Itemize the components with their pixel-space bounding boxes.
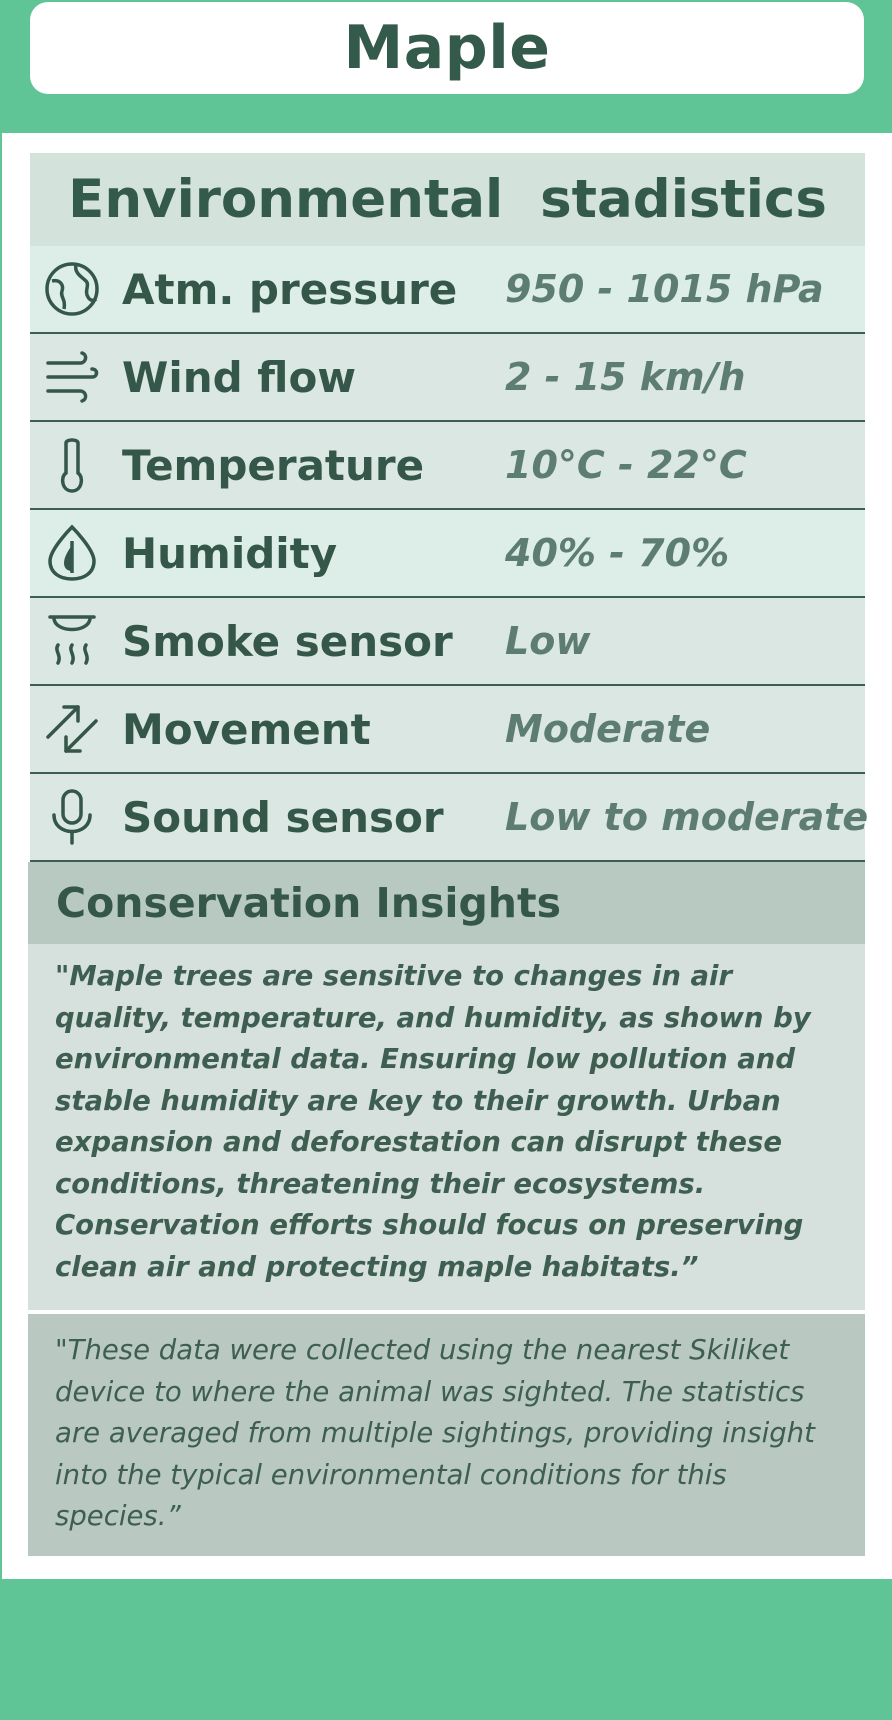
data-source-note: "These data were collected using the nea… xyxy=(28,1314,865,1556)
stat-label: Atm. pressure xyxy=(122,264,458,314)
stat-label: Sound sensor xyxy=(122,792,444,842)
droplet-icon xyxy=(36,517,108,589)
globe-icon xyxy=(36,253,108,325)
movement-arrows-icon xyxy=(36,693,108,765)
stat-row-smoke: Smoke sensor Low xyxy=(30,598,865,686)
left-edge xyxy=(0,133,2,1579)
stat-label: Wind flow xyxy=(122,352,357,402)
stat-label: Humidity xyxy=(122,528,338,578)
smoke-sensor-icon xyxy=(36,605,108,677)
stats-header: Environmental stadistics xyxy=(30,153,865,246)
microphone-icon xyxy=(36,781,108,853)
stats-title: Environmental stadistics xyxy=(68,169,827,230)
stat-label: Temperature xyxy=(122,440,425,490)
thermometer-icon xyxy=(36,429,108,501)
stat-value: Low xyxy=(505,619,591,663)
stat-value: 2 - 15 km/h xyxy=(505,355,746,399)
stat-row-temperature: Temperature 10°C - 22°C xyxy=(30,422,865,510)
wind-icon xyxy=(36,341,108,413)
stats-panel: Environmental stadistics Atm. pressure 9… xyxy=(28,153,869,1556)
stat-value: Moderate xyxy=(505,707,711,751)
insights-header: Conservation Insights xyxy=(28,862,865,944)
stat-row-movement: Movement Moderate xyxy=(30,686,865,774)
stat-value: 10°C - 22°C xyxy=(505,443,747,487)
stat-row-sound: Sound sensor Low to moderate xyxy=(30,774,869,862)
stat-row-wind: Wind flow 2 - 15 km/h xyxy=(30,334,865,422)
stat-label: Movement xyxy=(122,704,371,754)
stat-label: Smoke sensor xyxy=(122,616,453,666)
stat-value: 40% - 70% xyxy=(505,531,730,575)
title-card: Maple xyxy=(30,2,864,94)
stat-value: 950 - 1015 hPa xyxy=(505,267,824,311)
page-title: Maple xyxy=(343,13,551,83)
stat-value: Low to moderate xyxy=(505,795,869,839)
insights-body: "Maple trees are sensitive to changes in… xyxy=(55,960,811,1283)
stat-row-pressure: Atm. pressure 950 - 1015 hPa xyxy=(30,246,865,334)
stat-row-humidity: Humidity 40% - 70% xyxy=(30,510,865,598)
bottom-band xyxy=(0,1579,892,1720)
insights-title: Conservation Insights xyxy=(56,879,561,927)
conservation-insights: Conservation Insights "Maple trees are s… xyxy=(28,862,865,1310)
